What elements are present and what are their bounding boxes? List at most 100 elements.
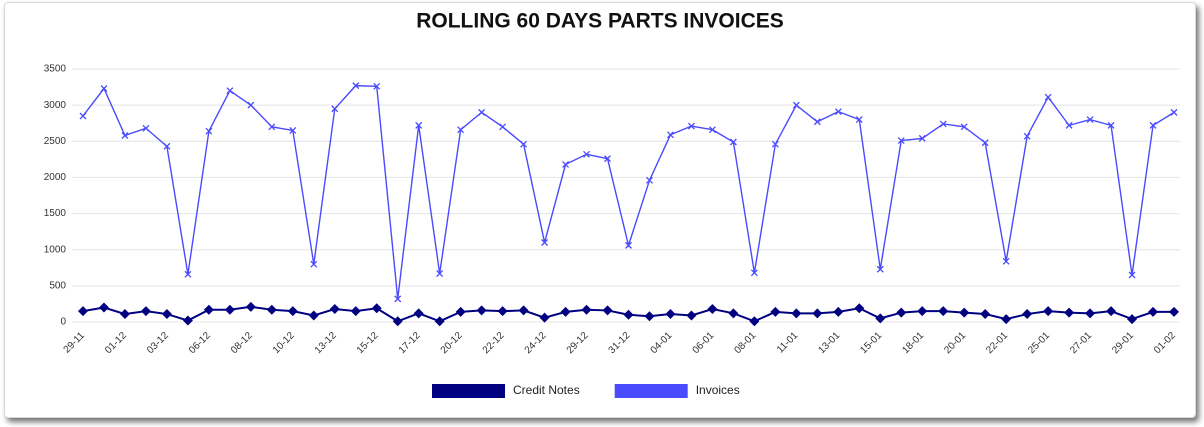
x-tick-label: 18-01 [900,330,926,356]
point [350,306,361,317]
point [245,301,256,312]
point [541,239,549,246]
point [1169,306,1179,317]
x-tick-label: 25-01 [1026,330,1052,356]
point [707,303,718,314]
point [644,311,655,322]
legend-label: Credit Notes [513,383,580,397]
point [1148,306,1159,317]
x-tick-label: 08-12 [229,330,255,356]
x-tick-label: 29-12 [565,330,591,356]
y-tick-label: 2000 [44,172,67,183]
point [960,123,968,131]
legend-swatch [614,384,688,398]
point [771,140,779,148]
point [646,176,653,184]
point [1107,121,1115,129]
point [583,150,590,158]
point [604,155,611,163]
point [876,265,884,273]
x-tick-label: 24-12 [523,330,549,356]
point [1127,314,1138,325]
point [1043,306,1054,317]
point [434,316,445,327]
point [1170,108,1178,116]
point [182,315,193,326]
y-tick-label: 3500 [44,64,67,75]
point [268,123,276,131]
point [100,85,108,92]
point [392,316,403,327]
y-tick-label: 1500 [44,208,67,219]
x-tick-label: 22-01 [984,330,1010,356]
x-tick-label: 20-01 [942,330,968,356]
point [625,241,632,249]
point [224,304,235,315]
point [938,306,949,317]
point [981,139,989,147]
x-tick-label: 31-12 [607,330,633,356]
point [750,269,758,277]
point [855,116,863,124]
point [687,122,695,130]
point [833,306,844,317]
x-tick-label: 13-12 [313,330,339,356]
point [203,304,214,315]
point [1001,314,1012,325]
series-line [82,84,1175,299]
point [476,305,487,316]
point [728,308,739,319]
x-tick-label: 22-12 [481,330,507,356]
point [665,309,676,320]
point [1085,308,1096,319]
point [226,87,234,95]
point [1065,121,1073,129]
point [562,160,570,168]
legend-swatch [432,384,505,398]
point [749,316,760,327]
point [161,309,172,320]
point [142,124,150,132]
point [667,131,674,139]
x-tick-label: 17-12 [397,330,423,356]
y-tick-label: 0 [60,317,66,328]
point [834,108,842,116]
point [1064,307,1075,318]
point [581,304,592,315]
point [980,309,991,320]
point [560,306,571,317]
point [708,126,716,134]
point [875,313,886,324]
point [163,142,171,150]
point [539,312,550,323]
point [184,270,192,278]
point [436,270,444,278]
point [518,305,529,316]
y-tick-label: 1000 [44,244,67,255]
x-tick-label: 27-01 [1068,330,1094,356]
point [1086,116,1094,124]
point [352,82,360,90]
point [1002,257,1010,265]
point [331,105,339,113]
point [1044,93,1052,101]
point [121,132,129,139]
x-tick-label: 03-12 [145,330,171,356]
y-tick-label: 3000 [44,100,67,111]
point [287,306,298,317]
point [140,306,151,317]
point [413,308,424,319]
point [98,302,109,313]
point [310,260,318,268]
point [917,306,928,317]
point [939,120,947,128]
x-tick-label: 15-12 [355,330,381,356]
point [266,304,277,315]
point [1106,306,1117,317]
point [918,134,926,142]
x-tick-label: 13-01 [816,330,842,356]
y-tick-label: 2500 [44,136,67,147]
x-tick-label: 11-01 [775,330,801,356]
